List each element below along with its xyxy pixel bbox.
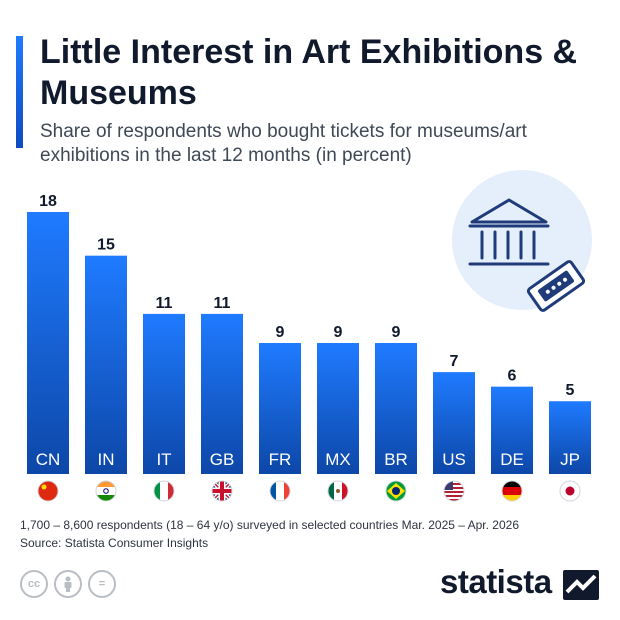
value-label: 9	[276, 324, 285, 341]
category-label: US	[442, 450, 466, 469]
category-label: IN	[98, 450, 115, 469]
chart-subtitle: Share of respondents who bought tickets …	[40, 121, 527, 166]
bar-mx	[317, 343, 359, 474]
license-icons: cc =	[20, 570, 116, 598]
bar-br	[375, 343, 417, 474]
value-label: 18	[39, 193, 57, 210]
value-label: 5	[566, 382, 575, 399]
bar-cn	[27, 212, 69, 474]
category-label: CN	[36, 450, 61, 469]
mexico-flag-icon	[327, 480, 349, 502]
no-derivatives-icon: =	[88, 570, 116, 598]
bar-in	[85, 255, 127, 474]
bar-fr	[259, 343, 301, 474]
statista-brand: statista	[440, 563, 552, 600]
statista-logo-icon	[563, 570, 599, 600]
category-label: BR	[384, 450, 408, 469]
france-flag-icon	[269, 480, 291, 502]
bar-us	[433, 372, 475, 474]
value-label: 7	[450, 353, 459, 370]
creative-commons-icon: cc	[20, 570, 48, 598]
bar-it	[143, 313, 185, 474]
value-label: 11	[156, 295, 173, 312]
bar-jp	[549, 401, 591, 474]
source-note: Source: Statista Consumer Insights	[20, 536, 209, 550]
uk-flag-icon	[211, 480, 233, 502]
bar-de	[491, 386, 533, 474]
survey-note: 1,700 – 8,600 respondents (18 – 64 y/o) …	[20, 518, 519, 532]
category-label: IT	[156, 450, 171, 469]
italy-flag-icon	[153, 480, 175, 502]
usa-flag-icon	[443, 480, 465, 502]
category-label: JP	[560, 450, 580, 469]
brazil-flag-icon	[385, 480, 407, 502]
category-label: DE	[500, 450, 524, 469]
chart-notes: 1,700 – 8,600 respondents (18 – 64 y/o) …	[20, 516, 519, 552]
category-label: MX	[325, 450, 351, 469]
value-label: 11	[214, 295, 231, 312]
category-label: FR	[269, 450, 292, 469]
india-flag-icon	[95, 480, 117, 502]
japan-flag-icon	[559, 480, 581, 502]
chart-title: Little Interest in Art Exhibitions & Mus…	[40, 33, 578, 112]
category-label: GB	[210, 450, 235, 469]
germany-flag-icon	[501, 480, 523, 502]
title-accent-bar	[16, 36, 23, 148]
attribution-icon	[54, 570, 82, 598]
bar-chart: 18 CN 15 IN 11 IT 11 GB 9 FR 9 MX 9 BR 7 US 6 DE 5 JP	[27, 170, 592, 502]
china-flag-icon	[37, 480, 59, 502]
bar-gb	[201, 313, 243, 474]
value-label: 6	[508, 368, 517, 385]
value-label: 15	[97, 237, 115, 254]
value-label: 9	[392, 324, 401, 341]
value-label: 9	[334, 324, 343, 341]
museum-and-ticket-icon	[452, 170, 592, 312]
